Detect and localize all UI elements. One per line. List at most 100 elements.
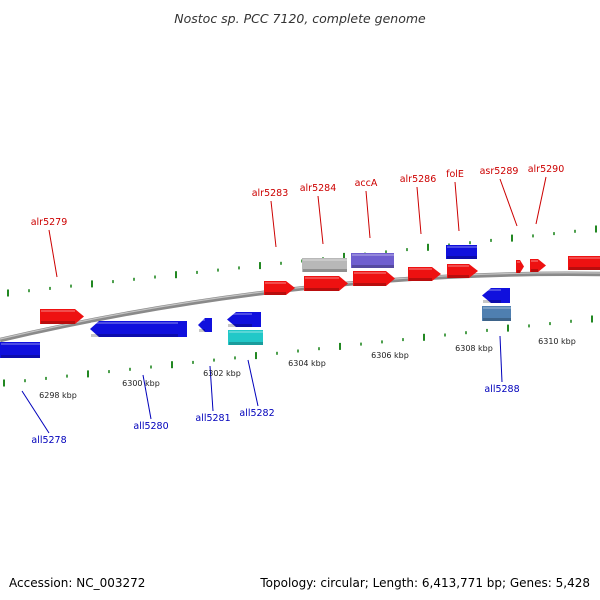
gene-features: [0, 245, 600, 358]
gene-accA-gloss: [354, 272, 386, 274]
gene-alr5284-shade: [305, 288, 339, 291]
gene-asr5289-body[interactable]: [516, 260, 524, 273]
kbp-label-6310: 6310 kbp: [538, 337, 576, 346]
gene-folE-shade: [448, 275, 469, 278]
gene-all5280-body[interactable]: [90, 321, 187, 337]
gene-asr5289-shade: [517, 270, 520, 273]
genome-backbone: [0, 271, 600, 343]
gene-label-alr5284[interactable]: alr5284: [300, 183, 337, 194]
gene-label-accA[interactable]: accA: [355, 178, 378, 189]
feature-blue-folE-shade: [447, 256, 477, 259]
feature-steel[interactable]: [482, 306, 511, 321]
feature-gray[interactable]: [302, 258, 347, 272]
gene-alr5283-shade: [265, 292, 286, 295]
genome-backbone-highlight: [0, 272, 600, 340]
gene-all5280[interactable]: [90, 321, 187, 337]
feature-purple-body[interactable]: [351, 253, 394, 268]
gene-forward-edge[interactable]: [568, 256, 600, 270]
gene-alr5283[interactable]: [264, 281, 295, 295]
gene-all5281-gloss: [199, 319, 205, 321]
gene-forward-edge-gloss: [569, 257, 600, 259]
gene-forward-edge-body[interactable]: [568, 256, 600, 270]
kbp-label-6304: 6304 kbp: [288, 359, 326, 368]
leader-alr5284: [317, 195, 324, 245]
kbp-label-6302: 6302 kbp: [203, 369, 241, 378]
gene-all5280-shade: [91, 334, 178, 337]
gene-all5282-body[interactable]: [227, 312, 261, 327]
feature-cyan[interactable]: [228, 330, 263, 345]
feature-purple-shade: [352, 265, 394, 268]
gene-label-all5281[interactable]: all5281: [195, 413, 230, 424]
gene-all5282-gloss: [228, 313, 252, 315]
gene-label-all5280[interactable]: all5280: [133, 421, 168, 432]
gene-folE[interactable]: [447, 264, 478, 278]
gene-alr5283-body[interactable]: [264, 281, 295, 295]
label-leader-lines: [21, 176, 547, 434]
kbp-label-6308: 6308 kbp: [455, 344, 493, 353]
gene-all5278-gloss: [1, 343, 40, 345]
leader-all5288: [499, 335, 503, 383]
kbp-label-6300: 6300 kbp: [122, 379, 160, 388]
gene-label-all5278[interactable]: all5278: [31, 435, 66, 446]
gene-alr5286-body[interactable]: [408, 267, 441, 281]
gene-alr5290-gloss: [531, 260, 538, 262]
gene-alr5279-shade: [41, 321, 75, 324]
feature-cyan-gloss: [229, 331, 263, 333]
gene-label-alr5286[interactable]: alr5286: [400, 174, 437, 185]
gene-label-alr5283[interactable]: alr5283: [252, 188, 289, 199]
gene-all5278-body[interactable]: [0, 342, 40, 358]
gene-all5281-body[interactable]: [198, 318, 212, 332]
leader-accA: [365, 190, 371, 239]
gene-all5278[interactable]: [0, 342, 40, 358]
gene-accA[interactable]: [353, 271, 395, 286]
gene-all5282[interactable]: [227, 312, 261, 327]
gene-alr5284-body[interactable]: [304, 276, 348, 291]
gene-accA-body[interactable]: [353, 271, 395, 286]
gene-label-alr5279[interactable]: alr5279: [31, 217, 68, 228]
leader-alr5286: [416, 186, 422, 235]
gene-label-all5288[interactable]: all5288: [484, 384, 519, 395]
leader-alr5290: [535, 176, 547, 225]
gene-label-all5282[interactable]: all5282: [239, 408, 274, 419]
gene-alr5286-shade: [409, 278, 432, 281]
gene-alr5284[interactable]: [304, 276, 348, 291]
feature-blue-folE[interactable]: [446, 245, 477, 259]
gene-alr5279[interactable]: [40, 309, 84, 324]
gene-all5280-gloss: [91, 322, 178, 324]
gene-label-alr5290[interactable]: alr5290: [528, 164, 565, 175]
feature-cyan-body[interactable]: [228, 330, 263, 345]
gene-folE-body[interactable]: [447, 264, 478, 278]
feature-cyan-shade: [229, 342, 263, 345]
gene-alr5283-gloss: [265, 282, 286, 284]
leader-all5282: [247, 359, 259, 407]
gene-all5288-body[interactable]: [482, 288, 510, 303]
gene-alr5279-body[interactable]: [40, 309, 84, 324]
leader-all5278: [21, 390, 50, 434]
gene-label-asr5289[interactable]: asr5289: [480, 166, 519, 177]
leader-asr5289: [499, 178, 518, 227]
feature-steel-body[interactable]: [482, 306, 511, 321]
gene-all5278-shade: [1, 355, 40, 358]
kbp-label-6298: 6298 kbp: [39, 391, 77, 400]
gene-alr5279-gloss: [41, 310, 75, 312]
reverse-strand-ticks: [3, 315, 593, 387]
gene-all5288[interactable]: [482, 288, 510, 303]
gene-alr5290-body[interactable]: [530, 259, 546, 272]
gene-alr5290[interactable]: [530, 259, 546, 272]
leader-alr5279: [48, 229, 58, 278]
feature-purple[interactable]: [351, 253, 394, 268]
gene-folE-gloss: [448, 265, 469, 267]
gene-forward-edge-shade: [569, 267, 600, 270]
gene-all5281[interactable]: [198, 318, 212, 332]
gene-alr5286[interactable]: [408, 267, 441, 281]
gene-all5281-shade: [199, 329, 205, 332]
leader-alr5283: [270, 200, 277, 248]
gene-asr5289[interactable]: [516, 260, 524, 273]
feature-gray-body[interactable]: [302, 258, 347, 272]
gene-accA-shade: [354, 283, 386, 286]
feature-steel-gloss: [483, 307, 511, 309]
gene-label-folE[interactable]: folE: [446, 169, 464, 180]
feature-blue-folE-body[interactable]: [446, 245, 477, 259]
genome-summary-text: Topology: circular; Length: 6,413,771 bp…: [259, 576, 590, 590]
